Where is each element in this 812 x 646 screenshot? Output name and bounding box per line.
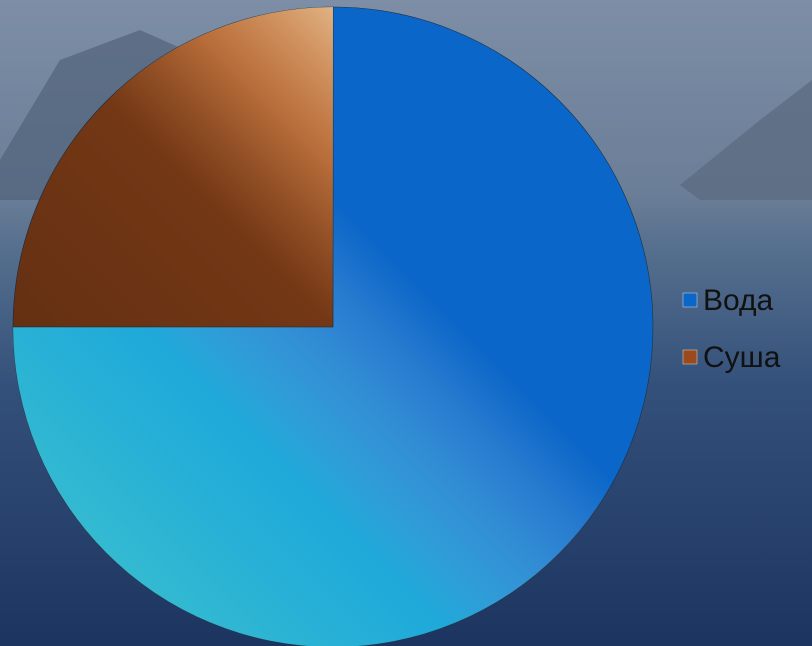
legend-swatch [682, 349, 698, 365]
mountain [680, 80, 812, 200]
pie [12, 6, 654, 646]
legend: Вода Суша [682, 284, 781, 374]
legend-swatch [682, 292, 698, 308]
legend-label: Суша [703, 341, 781, 374]
legend-label: Вода [703, 284, 774, 317]
